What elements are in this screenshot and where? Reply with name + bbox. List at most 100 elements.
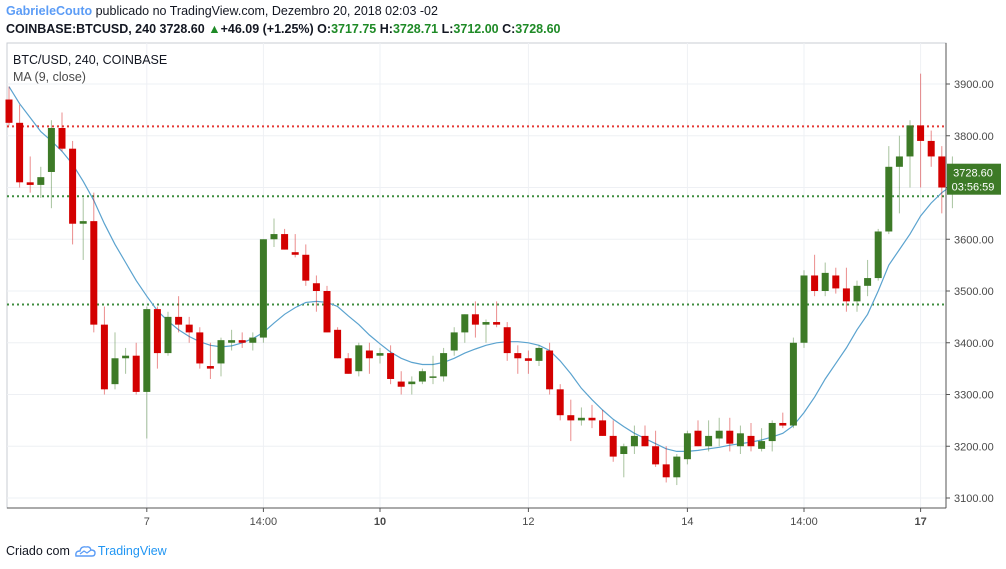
candle	[100, 306, 108, 395]
candle	[524, 350, 532, 374]
candle-body	[122, 355, 130, 359]
candle-body	[5, 99, 13, 123]
candle	[535, 345, 543, 367]
candle	[69, 140, 77, 245]
candle-body	[535, 347, 543, 361]
candle	[673, 454, 681, 486]
candle	[397, 371, 405, 395]
candle-body	[588, 417, 596, 421]
candle	[111, 332, 119, 390]
candle	[228, 329, 236, 351]
candle-body	[418, 371, 426, 382]
candle-body	[132, 355, 140, 392]
x-tick-label: 7	[144, 516, 150, 528]
y-tick-label: 3800.00	[954, 131, 994, 143]
x-tick-label: 14:00	[790, 516, 818, 528]
candle-body	[471, 314, 479, 325]
candle	[5, 86, 13, 126]
quote-bar: COINBASE:BTCUSD, 240 3728.60 ▲+46.09 (+1…	[6, 21, 560, 38]
candle	[429, 355, 437, 385]
candle	[821, 262, 829, 297]
candle	[514, 345, 522, 374]
candle	[58, 112, 66, 152]
candle-body	[312, 283, 320, 291]
candle	[938, 146, 946, 214]
candle	[344, 353, 352, 374]
y-axis[interactable]: 3100.00 3200.00 3300.00 3400.00 3500.00 3600.…	[945, 43, 994, 508]
x-tick-label: 10	[374, 516, 386, 528]
y-tick-label: 3600.00	[954, 234, 994, 246]
candle	[312, 275, 320, 312]
candle-body	[228, 340, 236, 343]
candle-body	[217, 340, 225, 364]
candle-body	[673, 456, 681, 478]
candle-body	[344, 358, 352, 374]
candle	[471, 301, 479, 338]
y-tick-label: 3100.00	[954, 493, 994, 505]
y-tick-label: 3500.00	[954, 286, 994, 298]
candle	[387, 345, 395, 385]
candle	[885, 146, 893, 235]
candle	[418, 368, 426, 385]
x-tick-label: 14:00	[250, 516, 278, 528]
candle-body	[37, 177, 45, 185]
candle	[546, 342, 554, 395]
candle-body	[69, 148, 77, 224]
candle-body	[90, 221, 98, 325]
candle	[376, 347, 384, 364]
candle-body	[450, 332, 458, 351]
candle	[355, 342, 363, 377]
candle-body	[493, 322, 501, 325]
candle	[599, 410, 607, 436]
candle-body	[365, 350, 373, 359]
footer: Criado com TradingView	[6, 543, 167, 559]
candle-body	[821, 272, 829, 291]
candle	[800, 270, 808, 348]
candle-body	[715, 430, 723, 439]
candle-body	[906, 125, 914, 157]
candle-body	[917, 125, 925, 141]
close-label: C:	[502, 22, 516, 36]
candle-body	[599, 420, 607, 436]
price-tag-value: 3728.60	[953, 168, 993, 180]
candle	[175, 296, 183, 333]
candle	[450, 327, 458, 356]
candle	[334, 327, 342, 359]
candle	[461, 314, 469, 343]
plot-area[interactable]	[6, 42, 947, 509]
y-tick-label: 3400.00	[954, 338, 994, 350]
author-link[interactable]: GabrieleCouto	[6, 4, 93, 18]
footer-prefix: Criado com	[6, 544, 70, 558]
candle-body	[705, 435, 713, 447]
candle-body	[652, 446, 660, 465]
candle-body	[355, 345, 363, 372]
tradingview-link[interactable]: TradingView	[97, 544, 167, 558]
candle	[609, 420, 617, 462]
candle-body	[79, 221, 87, 224]
candle-body	[323, 291, 331, 333]
candle-body	[609, 435, 617, 457]
high-label: H:	[379, 22, 393, 36]
candle	[811, 254, 819, 297]
candle-body	[895, 156, 903, 167]
candle-body	[175, 316, 183, 325]
candle	[122, 347, 130, 374]
candle	[853, 280, 861, 312]
candle-body	[630, 435, 638, 447]
candle	[779, 412, 787, 429]
candle	[567, 399, 575, 442]
candle	[906, 120, 914, 188]
candle	[259, 239, 267, 343]
candle	[556, 384, 564, 421]
candle-body	[249, 337, 257, 343]
candle-body	[938, 156, 946, 188]
tradingview-cloud-icon	[75, 546, 96, 557]
price-tag-bg	[947, 163, 1001, 195]
x-tick-label: 12	[522, 516, 534, 528]
symbol-label: COINBASE:BTCUSD, 240	[6, 22, 157, 36]
x-tick-label: 14	[681, 516, 693, 528]
candle	[736, 425, 744, 455]
candle-body	[927, 140, 935, 157]
